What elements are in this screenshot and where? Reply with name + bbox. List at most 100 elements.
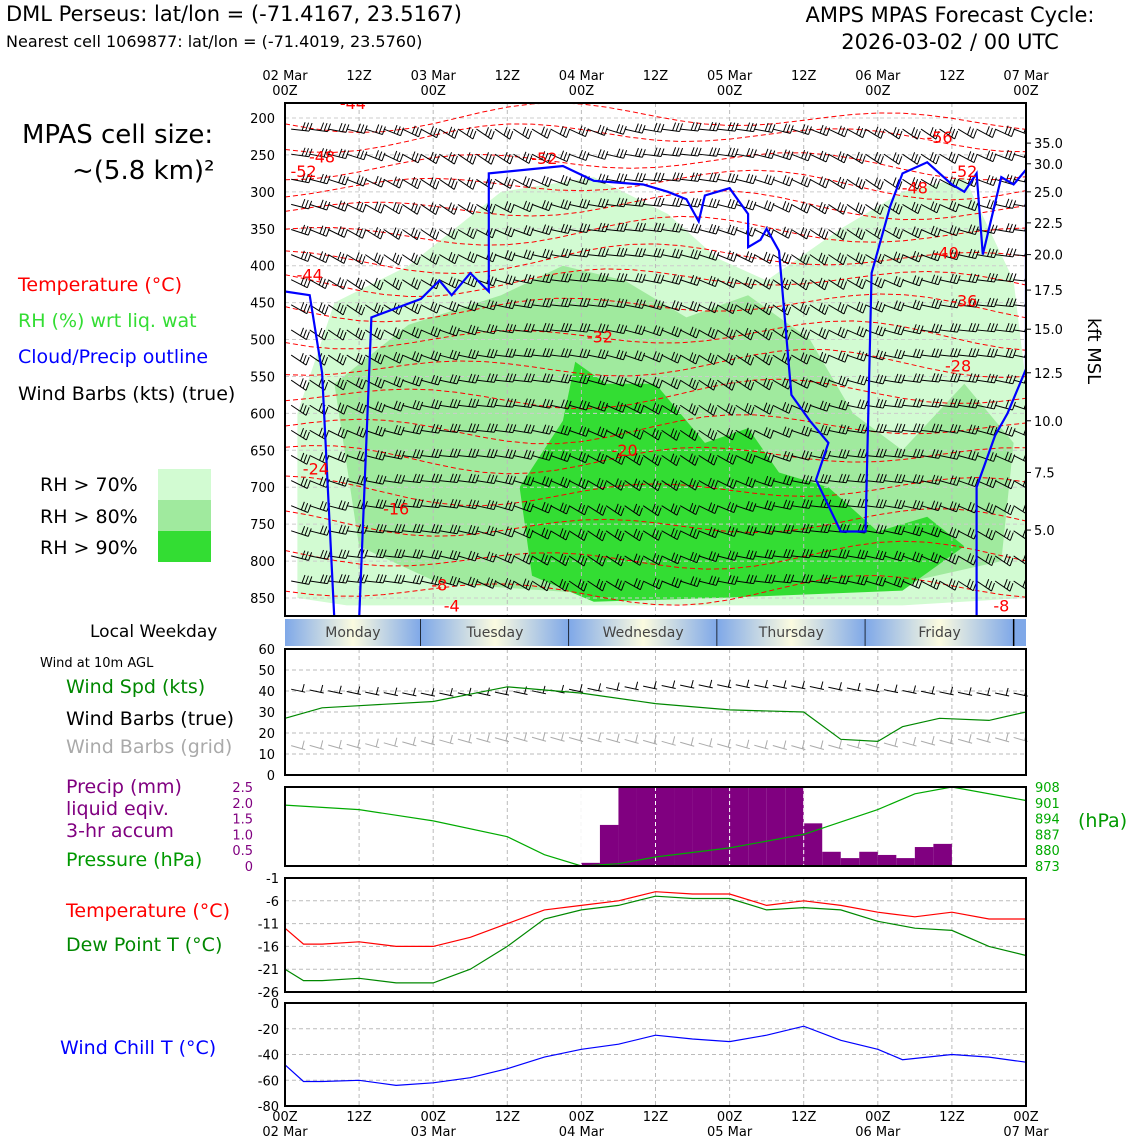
wind-barb-feather bbox=[397, 524, 402, 533]
wind-barb bbox=[327, 329, 344, 341]
wind-barb bbox=[735, 455, 753, 464]
wind-barb bbox=[383, 379, 401, 388]
wind-barb-feather bbox=[508, 449, 513, 458]
wind-barb-feather bbox=[749, 200, 754, 210]
wind-barb-feather bbox=[993, 273, 998, 283]
wind-barb-feather bbox=[934, 275, 939, 284]
wind-barb-feather bbox=[364, 549, 369, 559]
wind-barb-grid-feather bbox=[486, 733, 490, 742]
wind-barb-feather bbox=[652, 376, 657, 386]
wind-barb bbox=[402, 354, 420, 363]
wind-barb-feather bbox=[434, 576, 439, 585]
wind-barb-feather bbox=[911, 226, 916, 235]
wind-barb-feather bbox=[819, 176, 823, 185]
wind-barb bbox=[383, 128, 401, 137]
wind-barb-feather bbox=[469, 154, 474, 163]
wind-barb-feather bbox=[580, 555, 585, 565]
wind-barb-feather bbox=[449, 524, 454, 533]
wind-barb bbox=[439, 254, 456, 265]
wind-barb bbox=[809, 203, 826, 215]
wind-barb bbox=[828, 279, 844, 290]
wind-barb-feather bbox=[411, 176, 416, 186]
wind-barb-feather bbox=[466, 152, 471, 161]
wind-barb-feather bbox=[875, 473, 880, 482]
wind-barb-feather bbox=[710, 479, 715, 488]
wind-barb-feather bbox=[695, 506, 700, 515]
wind-barb-feather bbox=[875, 301, 880, 310]
wind-barb bbox=[679, 530, 697, 540]
wind-barb-feather bbox=[522, 578, 527, 587]
wind-barb-feather bbox=[745, 500, 750, 510]
wind-barb-feather bbox=[693, 250, 698, 259]
wind-barb-true bbox=[883, 689, 899, 694]
wind-barb-feather bbox=[931, 398, 936, 407]
wind-barb-feather bbox=[468, 473, 473, 483]
wind-barb-feather bbox=[560, 373, 565, 383]
wind-barb-feather bbox=[882, 351, 887, 361]
wind-barb bbox=[679, 404, 696, 416]
wind-barb-feather bbox=[598, 247, 602, 256]
wind-barb-feather bbox=[764, 500, 769, 509]
wind-barb bbox=[642, 580, 660, 590]
wind-barb-feather bbox=[301, 224, 306, 234]
wind-barb bbox=[883, 128, 900, 140]
wind-barb-true-feather bbox=[394, 687, 398, 696]
wind-barb-feather bbox=[318, 276, 323, 286]
wind-barb-feather bbox=[652, 528, 656, 537]
wind-barb-feather bbox=[1011, 428, 1016, 437]
wind-barb-feather bbox=[789, 477, 794, 486]
wind-barb-feather bbox=[803, 228, 808, 238]
wind-barb-feather bbox=[858, 153, 863, 162]
wind-barb-feather bbox=[528, 556, 533, 565]
precip-tick-label: 1.0 bbox=[232, 828, 253, 843]
wind-barb-feather bbox=[806, 355, 811, 365]
wind-barb bbox=[457, 229, 474, 240]
wind-barb-feather bbox=[490, 449, 495, 458]
wind-barb-feather bbox=[787, 331, 792, 341]
wind-barb bbox=[383, 153, 401, 163]
wind-barb bbox=[716, 354, 733, 366]
wind-barb-feather bbox=[934, 348, 939, 358]
wind-barb-feather bbox=[336, 302, 341, 312]
wind-barb-feather bbox=[655, 404, 660, 413]
wind-barb bbox=[809, 128, 827, 137]
wind-barb-feather bbox=[323, 174, 328, 184]
wind-barb-feather bbox=[1031, 175, 1034, 183]
wind-barb bbox=[754, 203, 772, 212]
wind-barb-feather bbox=[616, 323, 621, 333]
wind-barb-feather bbox=[412, 375, 417, 384]
wind-barb-feather bbox=[986, 174, 991, 184]
wind-barb-feather bbox=[786, 574, 791, 583]
wind-tick-label: 20 bbox=[258, 727, 275, 742]
wind-barb-feather bbox=[860, 400, 865, 409]
wind-barb-feather bbox=[673, 505, 678, 514]
wind-barb-feather bbox=[449, 473, 454, 482]
wind-barb-feather bbox=[786, 500, 791, 509]
wind-barb-feather bbox=[454, 255, 459, 264]
wind-barb-feather bbox=[987, 272, 991, 282]
wind-barb-feather bbox=[675, 223, 680, 232]
wind-barb-feather bbox=[449, 349, 454, 359]
wind-barb-feather bbox=[843, 305, 848, 315]
pressure-tick-label: 850 bbox=[250, 592, 275, 607]
wind-barb-feather bbox=[526, 502, 531, 511]
wind-barb-feather bbox=[731, 356, 736, 366]
wind-barb-feather bbox=[710, 328, 715, 338]
wind-barb-feather bbox=[1008, 151, 1013, 160]
wind-barb-feather bbox=[878, 350, 883, 360]
wind-barb-feather bbox=[750, 382, 755, 391]
wind-barb-feather bbox=[620, 507, 625, 516]
wind-barb-feather bbox=[449, 374, 454, 383]
wind-barb-feather bbox=[377, 228, 382, 238]
wind-barb-feather bbox=[616, 298, 621, 307]
wind-barb bbox=[920, 580, 938, 590]
wind-barb-feather bbox=[486, 499, 491, 509]
wind-barb-feather bbox=[726, 452, 731, 462]
wind-barb bbox=[846, 203, 863, 215]
wind-barb bbox=[624, 555, 641, 566]
wind-barb-feather bbox=[614, 528, 619, 538]
wind-barb bbox=[809, 153, 827, 163]
wind-barb-grid bbox=[476, 737, 491, 743]
wind-barb-feather bbox=[416, 449, 421, 458]
wind-barb-feather bbox=[305, 382, 310, 391]
